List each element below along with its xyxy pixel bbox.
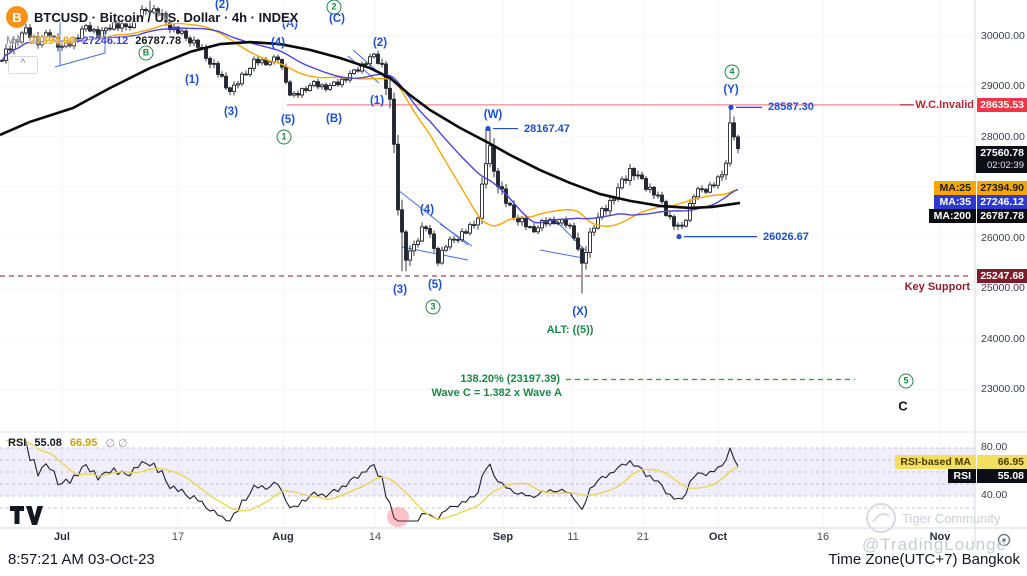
price-scale-tick: 30000.00 (981, 29, 1025, 42)
wave-label[interactable]: (2) (214, 0, 230, 11)
wave-degree-circle-label[interactable]: B (138, 45, 154, 61)
wave-label[interactable]: (2) (372, 37, 388, 49)
rsi-tag-value: 55.08 (977, 469, 1027, 483)
wave-degree-circle-label[interactable]: 3 (425, 299, 441, 315)
collapse-pane-button[interactable]: ^ (8, 56, 38, 74)
time-axis-tick: 17 (171, 531, 185, 543)
wave-label[interactable]: (C) (329, 13, 345, 25)
wave-label[interactable]: (3) (392, 284, 408, 296)
wave-degree-circle-label[interactable]: 5 (898, 373, 914, 389)
wave-label[interactable]: (A) (282, 18, 298, 30)
price-scale-tick: 24000.00 (981, 332, 1025, 345)
time-axis-tick: 11 (567, 531, 579, 543)
wave-label[interactable]: (4) (270, 37, 286, 49)
wave-label[interactable]: (Y) (723, 84, 739, 96)
fib-extension-label[interactable]: 138.20% (23197.39) (460, 373, 560, 385)
time-axis-tick: Nov (929, 531, 951, 543)
last-price-tag: 27560.78 02:02:39 (976, 146, 1027, 173)
invalidation-price-tag: 28635.53 (977, 98, 1027, 112)
wave-label[interactable]: (3) (223, 106, 239, 118)
timezone-selector[interactable]: Time Zone(UTC+7) Bangkok (828, 551, 1020, 568)
ma200-tag-value: 26787.78 (977, 209, 1027, 223)
current-time: 8:57:21 AM 03-Oct-23 (8, 551, 155, 568)
wave-label[interactable]: (W) (483, 109, 503, 121)
ma200-tag-label: MA:200 (928, 209, 976, 223)
price-scale-tick: 25000.00 (981, 282, 1025, 294)
chart-legend: B BTCUSD · Bitcoin / U.S. Dollar · 4h · … (6, 6, 298, 47)
watermark-community: Tiger Community (902, 511, 1001, 526)
last-price-value: 27560.78 (980, 147, 1024, 159)
symbol-title[interactable]: BTCUSD · Bitcoin / U.S. Dollar · 4h · IN… (34, 9, 299, 25)
bitcoin-logo-icon: B (6, 6, 28, 28)
price-marker-label[interactable]: 28167.47 (524, 122, 570, 135)
ma35-tag-value: 27246.12 (977, 195, 1027, 209)
wave-degree-circle-label[interactable]: 2 (326, 0, 342, 15)
price-scale-tick: 29000.00 (981, 80, 1025, 92)
wave-label[interactable]: (X) (572, 306, 588, 318)
rsi-indicator-header[interactable]: RSI 55.08 66.95 ∅ ∅ (8, 437, 128, 450)
rsi-tag-label: RSI (948, 469, 976, 483)
rsi-value: 55.08 (34, 437, 62, 449)
time-axis-tick: Oct (708, 531, 728, 543)
time-axis-tick: 14 (368, 531, 382, 543)
bar-countdown: 02:02:39 (987, 160, 1024, 171)
price-scale-tick: 23000.00 (981, 383, 1025, 395)
wave-label[interactable]: (1) (369, 95, 385, 107)
price-marker-label[interactable]: 28587.30 (768, 101, 814, 114)
rsi-ma-value: 66.95 (69, 437, 98, 449)
time-axis-tick: Aug (272, 531, 294, 543)
rsi-source-icons: ∅ ∅ (105, 438, 128, 450)
wave-label[interactable]: (B) (326, 113, 342, 125)
time-axis-tick: 16 (816, 531, 830, 543)
ma35-tag-label: MA:35 (934, 195, 976, 209)
price-scale-tick: 28000.00 (981, 130, 1025, 143)
watermark-handle: @TradingLounge (862, 535, 1007, 554)
ma35-legend-value: 27246.12 (82, 35, 129, 47)
rsi-scale-tick-80: 80.00 (981, 441, 1008, 453)
wave-label[interactable]: C (898, 398, 908, 414)
time-axis-tick: Sep (492, 531, 514, 543)
wave-label[interactable]: (5) (427, 279, 443, 291)
price-scale-tick: 26000.00 (981, 231, 1025, 244)
price-marker-label[interactable]: 26026.67 (763, 230, 809, 243)
ma25-tag-label: MA:25 (934, 181, 976, 195)
rsi-ma-tag-value: 66.95 (977, 455, 1027, 469)
wave-label[interactable]: ALT: ((5)) (546, 324, 594, 336)
fib-extension-sublabel[interactable]: Wave C = 1.382 x Wave A (431, 387, 562, 399)
invalidation-line-label[interactable]: W.C.Invalid (915, 99, 974, 111)
rsi-name: RSI (8, 437, 27, 449)
ma-legend-label: MA (6, 35, 23, 47)
time-axis-tick: 21 (636, 531, 650, 543)
rsi-scale-tick-40: 40.00 (981, 489, 1008, 501)
ma25-tag-value: 27394.90 (977, 181, 1027, 195)
wave-label[interactable]: (5) (280, 114, 296, 126)
ma-legend-row[interactable]: MA 27394.90 27246.12 26787.78 (6, 35, 298, 47)
time-axis-tick: Jul (54, 531, 70, 543)
wave-degree-circle-label[interactable]: 4 (724, 64, 740, 80)
ma25-legend-value: 27394.90 (29, 35, 76, 47)
key-support-label[interactable]: Key Support (904, 281, 970, 293)
rsi-ma-tag-label: RSI-based MA (895, 455, 976, 469)
wave-degree-circle-label[interactable]: 1 (276, 129, 292, 145)
symbol-row[interactable]: B BTCUSD · Bitcoin / U.S. Dollar · 4h · … (6, 6, 298, 28)
wave-label[interactable]: (4) (419, 204, 435, 216)
wave-label[interactable]: (1) (184, 74, 200, 86)
ma200-legend-value: 26787.78 (135, 35, 182, 47)
key-support-price-tag: 25247.68 (977, 269, 1027, 283)
